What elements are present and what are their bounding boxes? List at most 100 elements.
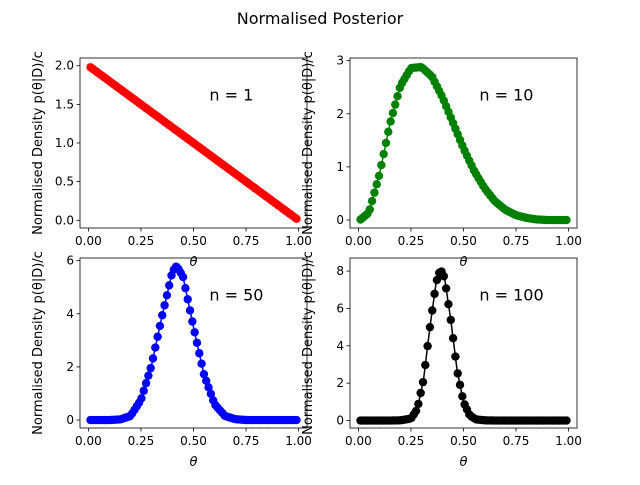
data-point bbox=[446, 315, 455, 325]
data-point bbox=[384, 127, 393, 137]
data-point bbox=[192, 338, 202, 347]
y-tick-label: 1.5 bbox=[55, 97, 74, 111]
y-tick-label: 6 bbox=[66, 254, 74, 268]
y-tick-label: 2 bbox=[336, 107, 344, 121]
data-point bbox=[197, 359, 206, 368]
y-tick-label: 0 bbox=[336, 213, 344, 227]
x-tick-label: 0.25 bbox=[398, 234, 425, 248]
data-point bbox=[439, 272, 449, 281]
data-point bbox=[365, 205, 374, 214]
y-tick-label: 1 bbox=[336, 160, 344, 174]
panel-annotation: n = 50 bbox=[209, 286, 263, 305]
data-point bbox=[374, 171, 384, 181]
data-point bbox=[141, 379, 151, 388]
x-axis-label: θ bbox=[190, 455, 198, 470]
x-tick-label: 0.25 bbox=[128, 434, 155, 448]
y-tick-label: 4 bbox=[336, 339, 344, 353]
x-tick-label: 0.50 bbox=[450, 234, 477, 248]
x-tick-label: 0.75 bbox=[233, 434, 260, 448]
data-point bbox=[160, 301, 169, 310]
x-tick-label: 0.50 bbox=[450, 434, 477, 448]
data-point bbox=[195, 349, 204, 358]
data-point bbox=[137, 394, 146, 403]
data-point bbox=[185, 306, 195, 315]
x-tick-label: 1.00 bbox=[555, 434, 582, 448]
data-point bbox=[444, 299, 453, 309]
data-point bbox=[146, 363, 155, 373]
data-point bbox=[448, 334, 458, 343]
subplot-bottom-right: 0.00 0.25 0.50 0.75 1.00 0 2 4 6 8 n = 100 θ Normali… bbox=[301, 251, 582, 470]
y-tick-label: 0 bbox=[66, 413, 74, 427]
x-tick-label: 0.75 bbox=[503, 434, 530, 448]
x-tick-label: 0.00 bbox=[345, 434, 372, 448]
data-point bbox=[441, 284, 451, 293]
y-tick-label: 0.5 bbox=[55, 175, 74, 189]
subplot-top-right: 0.00 0.25 0.50 0.75 1.00 0 1 2 3 n = 10 θ Normalise… bbox=[301, 51, 582, 270]
data-point bbox=[148, 354, 158, 363]
x-axis-label: θ bbox=[460, 255, 468, 270]
data-point bbox=[386, 117, 395, 126]
data-point bbox=[379, 149, 388, 159]
data-point bbox=[455, 380, 465, 390]
panel-annotation: n = 1 bbox=[209, 86, 253, 105]
y-tick-label: 4 bbox=[66, 307, 74, 321]
data-point bbox=[377, 160, 386, 170]
data-point bbox=[178, 272, 188, 282]
data-point bbox=[181, 283, 190, 293]
data-point bbox=[162, 291, 172, 300]
data-point bbox=[388, 108, 398, 118]
data-point bbox=[430, 289, 439, 299]
data-point bbox=[414, 399, 423, 409]
data-point bbox=[292, 415, 301, 425]
data-point bbox=[153, 332, 162, 341]
data-point bbox=[391, 100, 400, 109]
data-point bbox=[151, 343, 160, 352]
data-point bbox=[425, 322, 435, 332]
data-point bbox=[432, 275, 442, 285]
data-point bbox=[190, 328, 199, 337]
y-tick-label: 2 bbox=[336, 376, 344, 390]
x-axis-label: θ bbox=[190, 255, 198, 270]
data-point bbox=[372, 180, 381, 189]
x-tick-label: 0.50 bbox=[180, 434, 207, 448]
y-axis-label: Normalised Density p(θ|D)/c bbox=[301, 251, 316, 435]
y-tick-label: 8 bbox=[336, 264, 344, 278]
x-tick-label: 0.00 bbox=[345, 234, 372, 248]
data-point bbox=[370, 188, 379, 197]
y-axis-label: Normalised Density p(θ|D)/c bbox=[31, 251, 46, 435]
x-tick-label: 1.00 bbox=[555, 234, 582, 248]
subplot-top-left: 0.00 0.25 0.50 0.75 1.00 0.0 0.5 1.0 1.5 2.0 n = 1… bbox=[31, 51, 312, 270]
data-point bbox=[562, 416, 571, 425]
data-point bbox=[183, 295, 192, 304]
data-point bbox=[423, 341, 432, 351]
data-point bbox=[416, 388, 425, 398]
data-point bbox=[292, 214, 301, 223]
data-point bbox=[393, 91, 402, 101]
data-point bbox=[411, 406, 421, 416]
y-tick-label: 2.0 bbox=[55, 59, 74, 73]
data-point bbox=[164, 281, 174, 290]
panel-annotation: n = 100 bbox=[479, 286, 543, 305]
data-point bbox=[144, 371, 153, 380]
data-point bbox=[562, 215, 571, 225]
data-point bbox=[199, 369, 209, 379]
x-tick-label: 0.75 bbox=[503, 234, 530, 248]
x-tick-label: 0.25 bbox=[128, 234, 155, 248]
data-point bbox=[451, 352, 460, 361]
x-tick-label: 0.50 bbox=[180, 234, 207, 248]
data-point bbox=[188, 317, 197, 326]
data-point bbox=[206, 389, 216, 399]
subplot-bottom-left: 0.00 0.25 0.50 0.75 1.00 0 2 4 6 n = 50 θ Normalise… bbox=[31, 251, 312, 470]
figure-title: Normalised Posterior bbox=[237, 9, 404, 28]
data-point bbox=[158, 311, 167, 320]
x-tick-label: 0.00 bbox=[75, 434, 102, 448]
data-point bbox=[367, 196, 377, 206]
data-point bbox=[453, 369, 462, 378]
data-point bbox=[418, 377, 428, 387]
data-point bbox=[428, 306, 437, 315]
x-tick-label: 0.75 bbox=[233, 234, 260, 248]
data-point bbox=[204, 383, 213, 392]
data-point bbox=[155, 321, 165, 331]
data-point bbox=[458, 392, 467, 401]
